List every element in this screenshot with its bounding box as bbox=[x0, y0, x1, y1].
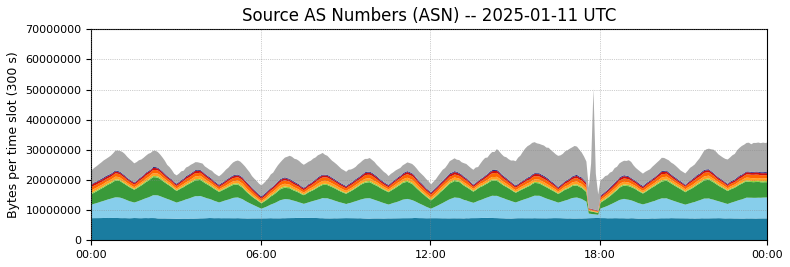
Y-axis label: Bytes per time slot (300 s): Bytes per time slot (300 s) bbox=[7, 52, 20, 218]
Title: Source AS Numbers (ASN) -- 2025-01-11 UTC: Source AS Numbers (ASN) -- 2025-01-11 UT… bbox=[242, 7, 616, 25]
